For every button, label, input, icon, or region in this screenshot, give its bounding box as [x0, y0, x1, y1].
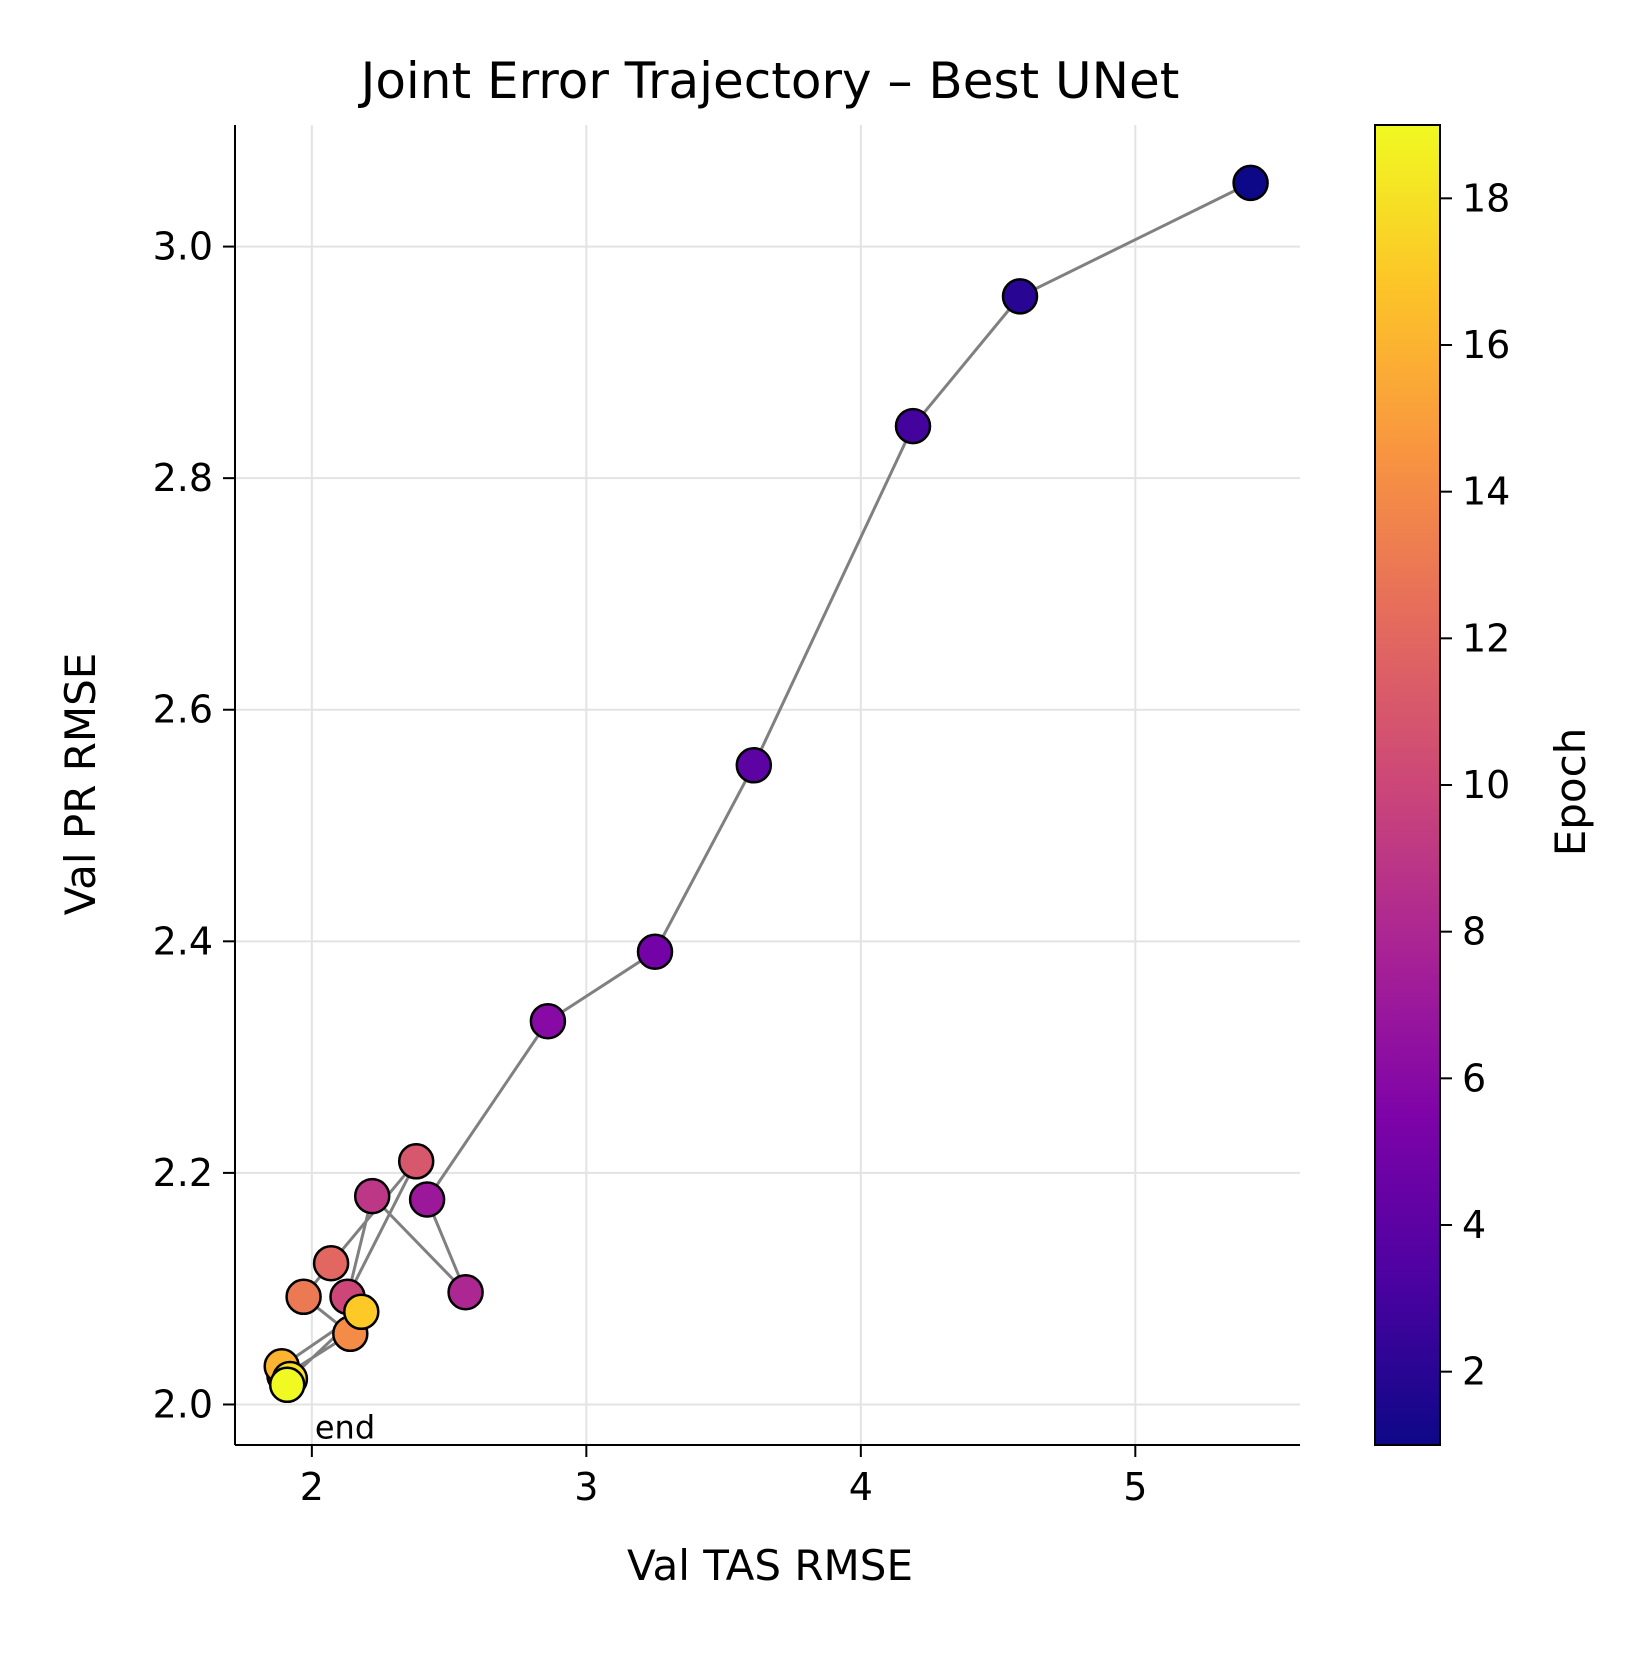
x-axis-label: Val TAS RMSE [627, 1541, 913, 1590]
y-tick-label: 3.0 [153, 225, 213, 269]
colorbar-tick-label: 16 [1462, 323, 1510, 367]
colorbar-tick-label: 18 [1462, 176, 1510, 220]
data-point-epoch-5 [636, 933, 674, 970]
y-tick-label: 2.4 [153, 919, 213, 963]
data-point-epoch-11 [397, 1143, 435, 1180]
colorbar-tick-label: 2 [1462, 1350, 1486, 1394]
colorbar-tick-label: 4 [1462, 1203, 1486, 1247]
x-tick-label: 3 [574, 1465, 598, 1509]
colorbar: 2 4 6 8 10 12 14 16 18 [1374, 124, 1510, 1446]
axes: 2 3 4 5 2.0 2.2 2.4 2.6 2.8 3.0 [153, 125, 1300, 1509]
data-point-epoch-8 [447, 1273, 484, 1311]
data-point-epoch-9 [353, 1177, 391, 1215]
data-point-epoch-17 [343, 1293, 380, 1331]
colorbar-tick-label: 14 [1462, 470, 1510, 514]
annotations: end [315, 1409, 375, 1447]
data-point-epoch-7 [408, 1181, 446, 1218]
colorbar-label: Epoch [1546, 728, 1595, 857]
data-point-epoch-4 [735, 747, 773, 784]
chart-title: Joint Error Trajectory – Best UNet [358, 52, 1180, 110]
x-tick-label: 2 [300, 1465, 324, 1509]
data-point-epoch-19 [268, 1366, 306, 1404]
data-point-epoch-12 [312, 1244, 350, 1282]
x-tick-label: 4 [849, 1465, 873, 1509]
data-points [263, 164, 1269, 1404]
data-point-epoch-6 [529, 1002, 567, 1040]
data-point-epoch-2 [1001, 278, 1039, 315]
data-point-epoch-1 [1232, 164, 1269, 202]
colorbar-tick-label: 12 [1462, 616, 1510, 660]
y-tick-label: 2.6 [153, 688, 213, 732]
colorbar-tick-label: 8 [1462, 910, 1486, 954]
end-annotation: end [315, 1409, 375, 1447]
y-tick-label: 2.2 [153, 1151, 213, 1195]
colorbar-tick-label: 10 [1462, 763, 1510, 807]
x-tick-label: 5 [1123, 1465, 1147, 1509]
y-tick-label: 2.0 [153, 1382, 213, 1426]
y-tick-label: 2.8 [153, 456, 213, 500]
data-point-epoch-3 [894, 407, 932, 445]
colorbar-tick-label: 6 [1462, 1056, 1486, 1100]
y-axis-label: Val PR RMSE [56, 653, 105, 916]
colorbar-gradient [1374, 124, 1441, 1446]
grid-lines [235, 125, 1300, 1445]
data-point-epoch-13 [285, 1278, 322, 1316]
